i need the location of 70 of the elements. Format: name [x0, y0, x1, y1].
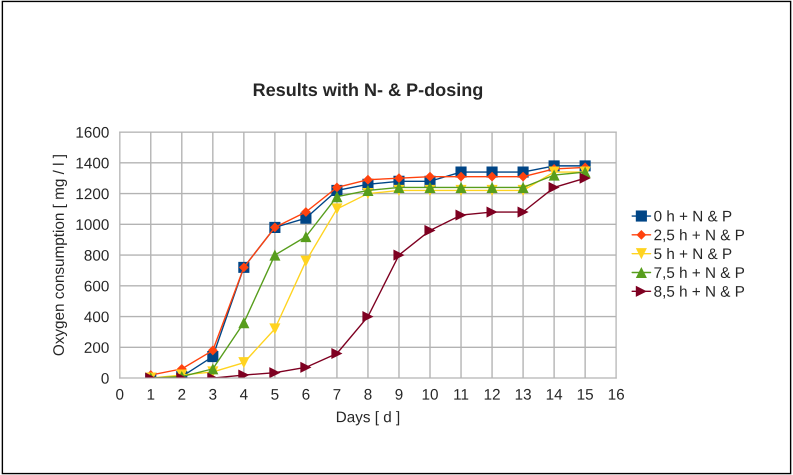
point — [393, 182, 405, 193]
legend-label: 7,5 h + N & P — [654, 266, 744, 280]
x-tick-label: 16 — [608, 388, 624, 400]
legend-label: 8,5 h + N & P — [654, 286, 744, 299]
x-tick-label: 4 — [240, 389, 248, 400]
y-tick-label: 0 — [101, 372, 109, 384]
point — [548, 170, 560, 181]
y-tick-label: 1200 — [76, 188, 109, 200]
point — [487, 172, 497, 182]
point — [425, 172, 435, 182]
x-tick-label: 7 — [333, 389, 340, 400]
x-tick-label: 5 — [271, 389, 278, 400]
x-tick-label: 1 — [148, 389, 154, 400]
x-axis-title: Days [ d ] — [336, 411, 400, 426]
x-tick-label: 9 — [395, 388, 403, 400]
legend-label: 0 h + N & P — [654, 210, 732, 222]
x-tick-label: 8 — [364, 388, 372, 400]
y-tick-label: 400 — [84, 311, 109, 322]
point — [300, 256, 312, 267]
point — [394, 173, 404, 184]
point — [269, 250, 280, 261]
point — [207, 363, 218, 374]
point — [331, 191, 342, 202]
x-tick-label: 3 — [209, 388, 216, 400]
point — [548, 182, 560, 193]
y-tick-label: 800 — [84, 250, 109, 261]
point — [331, 348, 342, 360]
x-tick-label: 2 — [178, 388, 186, 400]
point — [486, 206, 498, 218]
point — [300, 231, 312, 242]
x-tick-label: 0 — [116, 388, 124, 400]
x-tick-label: 14 — [546, 389, 562, 400]
legend-label: 5 h + N & P — [654, 248, 732, 260]
point — [580, 172, 591, 184]
point — [455, 182, 467, 193]
y-tick-label: 1400 — [76, 158, 109, 168]
x-tick-label: 6 — [302, 388, 310, 400]
point — [300, 207, 311, 217]
y-tick-label: 1000 — [76, 219, 109, 230]
point — [332, 182, 342, 192]
point — [518, 206, 529, 218]
x-tick-label: 12 — [484, 388, 500, 400]
point — [300, 362, 312, 373]
chart-title: Results with N- & P-dosing — [254, 82, 482, 100]
point — [424, 224, 436, 236]
point — [456, 172, 466, 182]
point — [238, 317, 250, 328]
y-tick-label: 600 — [84, 280, 109, 292]
point — [331, 203, 342, 214]
point — [486, 182, 498, 193]
legend-label: 2,5 h + N & P — [654, 229, 744, 242]
x-tick-label: 13 — [516, 388, 531, 400]
y-tick-label: 200 — [84, 342, 109, 354]
point — [238, 357, 250, 368]
y-axis-title: Oxygen consumption [ mg / l ] — [52, 155, 68, 356]
point — [393, 250, 405, 261]
point — [424, 182, 436, 193]
point — [455, 210, 467, 221]
x-tick-label: 15 — [578, 389, 593, 400]
y-tick-label: 1600 — [76, 126, 109, 138]
point — [518, 172, 528, 182]
point — [208, 346, 218, 356]
point — [362, 311, 374, 322]
point — [362, 184, 374, 196]
x-tick-label: 10 — [422, 388, 438, 400]
point — [518, 182, 529, 193]
x-tick-label: 11 — [454, 389, 468, 400]
point — [363, 174, 373, 185]
point — [269, 323, 280, 334]
point — [269, 367, 280, 378]
